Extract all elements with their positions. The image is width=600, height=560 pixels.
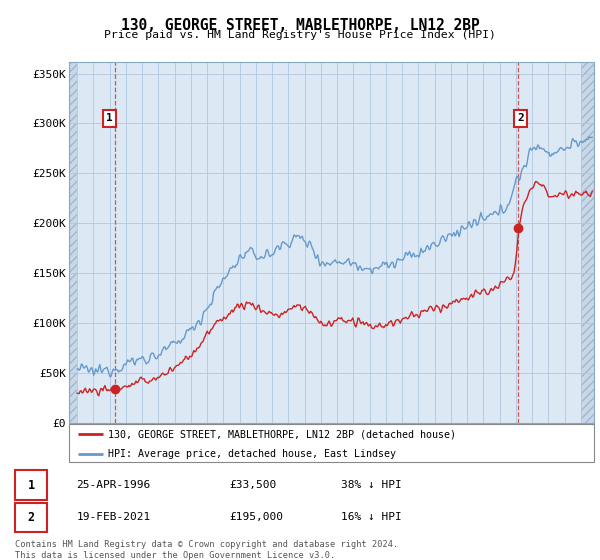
Bar [581, 62, 594, 423]
Bar [69, 62, 77, 423]
Text: This data is licensed under the Open Government Licence v3.0.: This data is licensed under the Open Gov… [15, 551, 335, 560]
Text: 16% ↓ HPI: 16% ↓ HPI [341, 512, 402, 522]
Text: 25-APR-1996: 25-APR-1996 [77, 480, 151, 490]
Text: 2: 2 [28, 511, 35, 524]
FancyBboxPatch shape [15, 470, 47, 500]
Text: 19-FEB-2021: 19-FEB-2021 [77, 512, 151, 522]
Text: Contains HM Land Registry data © Crown copyright and database right 2024.: Contains HM Land Registry data © Crown c… [15, 540, 398, 549]
Text: 1: 1 [28, 479, 35, 492]
Text: 2: 2 [517, 114, 524, 123]
Text: 130, GEORGE STREET, MABLETHORPE, LN12 2BP (detached house): 130, GEORGE STREET, MABLETHORPE, LN12 2B… [109, 429, 457, 439]
FancyBboxPatch shape [15, 503, 47, 532]
Text: 1: 1 [106, 114, 113, 123]
Text: 38% ↓ HPI: 38% ↓ HPI [341, 480, 402, 490]
Text: Price paid vs. HM Land Registry's House Price Index (HPI): Price paid vs. HM Land Registry's House … [104, 30, 496, 40]
Text: HPI: Average price, detached house, East Lindsey: HPI: Average price, detached house, East… [109, 449, 397, 459]
Text: 130, GEORGE STREET, MABLETHORPE, LN12 2BP: 130, GEORGE STREET, MABLETHORPE, LN12 2B… [121, 18, 479, 33]
Text: £195,000: £195,000 [229, 512, 283, 522]
FancyBboxPatch shape [69, 424, 594, 462]
Text: £33,500: £33,500 [229, 480, 277, 490]
